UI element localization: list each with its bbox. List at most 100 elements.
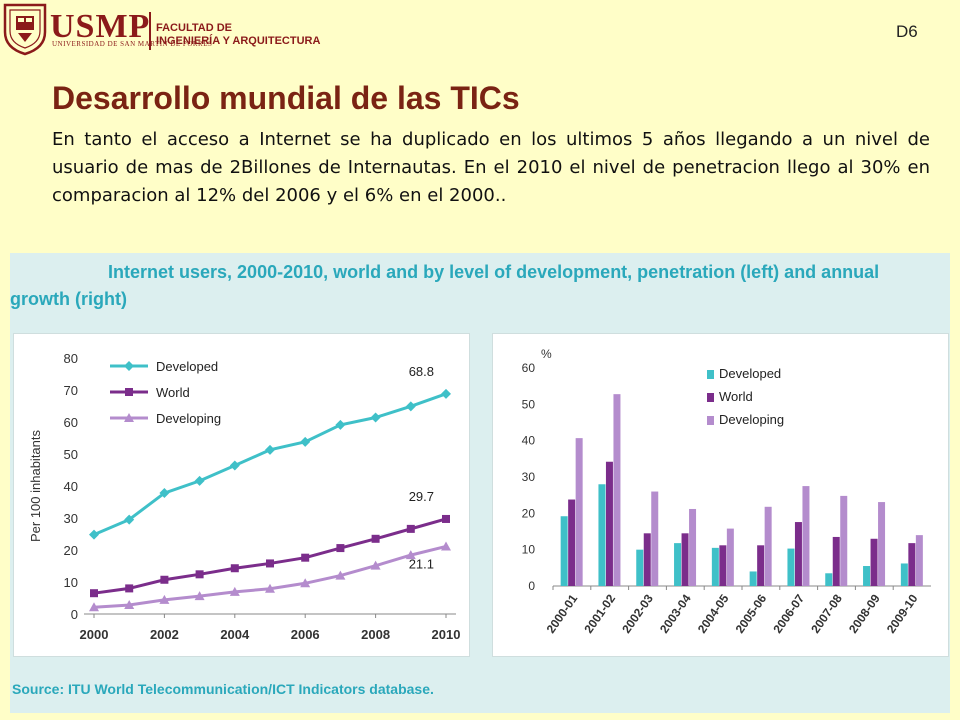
y-tick-label: 10 — [64, 575, 78, 590]
y-tick-label: 40 — [522, 434, 536, 448]
figure-title: Internet users, 2000-2010, world and by … — [10, 262, 880, 309]
data-point-developed — [370, 412, 381, 423]
x-tick-label: 2008 — [361, 627, 390, 642]
bar-world — [643, 533, 651, 586]
page-title: Desarrollo mundial de las TICs — [52, 80, 520, 116]
header: USMP UNIVERSIDAD DE SAN MARTÍN DE PORRES… — [0, 0, 960, 60]
bar-developing — [764, 506, 772, 586]
data-point-developed — [124, 514, 135, 525]
bar-world — [681, 533, 689, 586]
bar-developed — [598, 484, 606, 586]
legend-swatch-developing — [707, 416, 714, 425]
x-tick-label: 2006-07 — [770, 591, 807, 635]
bar-world — [568, 499, 576, 586]
end-label-developed: 68.8 — [409, 364, 434, 379]
y-tick-label: 50 — [522, 397, 536, 411]
bar-world — [757, 545, 765, 586]
series-line-developing — [93, 545, 447, 609]
x-tick-label: 2009-10 — [884, 591, 921, 635]
data-point-world — [406, 524, 415, 533]
data-point-developing — [335, 570, 346, 580]
data-point-developing — [300, 578, 311, 588]
slide-code: D6 — [896, 22, 918, 41]
y-unit-label: % — [541, 347, 552, 361]
faculty-line-1: FACULTAD DE — [156, 22, 232, 34]
y-tick-label: 20 — [522, 506, 536, 520]
data-point-developing — [194, 591, 205, 601]
y-tick-label: 30 — [64, 511, 78, 526]
x-tick-label: 2010 — [432, 627, 461, 642]
data-point-developing — [89, 602, 99, 612]
data-point-developed — [265, 444, 275, 455]
data-point-developing — [159, 594, 170, 604]
legend-swatch-world — [707, 393, 714, 402]
bar-developing — [651, 491, 659, 586]
bar-developing — [726, 528, 734, 586]
y-tick-label: 40 — [64, 479, 78, 494]
brand-logo: USMP — [50, 8, 151, 45]
data-point-developed — [159, 488, 170, 499]
brand-divider — [149, 12, 151, 50]
y-tick-label: 50 — [64, 447, 78, 462]
x-tick-label: 2002-03 — [619, 591, 656, 635]
bar-world — [794, 522, 802, 586]
legend-label-developing: Developing — [156, 411, 221, 426]
faculty-line-2: INGENIERÍA Y ARQUITECTURA — [156, 35, 321, 47]
data-point-world — [371, 534, 380, 543]
y-tick-label: 80 — [64, 351, 78, 366]
line-chart-box: 0 10 20 30 40 50 60 70 80 2000 2002 2004 2006 2008 201… — [13, 333, 470, 657]
y-tick-label: 30 — [522, 470, 536, 484]
series-line-world — [93, 517, 447, 595]
bar-developing — [575, 438, 583, 586]
x-tick-label: 2005-06 — [733, 591, 770, 635]
intro-paragraph: En tanto el acceso a Internet se ha dupl… — [52, 129, 930, 206]
data-point-developing — [441, 541, 451, 551]
data-point-developing — [229, 586, 240, 596]
data-point-developing — [265, 583, 275, 593]
data-point-world — [230, 564, 239, 573]
legend-marker-world — [125, 388, 133, 396]
bar-developed — [825, 573, 833, 586]
data-point-world — [160, 575, 169, 584]
bar-developing — [915, 535, 923, 586]
legend-marker-developing — [124, 413, 134, 422]
bar-developed — [900, 563, 908, 586]
x-tick-label: 2003-04 — [657, 591, 694, 635]
bar-developing — [878, 502, 886, 586]
bar-developed — [749, 571, 757, 586]
y-tick-label: 60 — [522, 361, 536, 375]
bar-developed — [863, 566, 871, 586]
y-tick-label: 0 — [528, 579, 535, 593]
x-tick-label: 2002 — [150, 627, 179, 642]
data-point-developing — [370, 560, 381, 570]
bar-developed — [560, 516, 568, 586]
brand-subtitle: UNIVERSIDAD DE SAN MARTÍN DE PORRES — [52, 40, 213, 48]
bar-chart-box: % 0 10 20 30 40 50 60 2000-01 2001-02 2002-03 2003-… — [492, 333, 949, 657]
bar-developing — [689, 508, 697, 586]
line-chart: 0 10 20 30 40 50 60 70 80 2000 2002 2004 2006 2008 201… — [28, 351, 461, 642]
bar-world — [719, 545, 727, 586]
data-point-developed — [405, 401, 416, 412]
bar-developed — [636, 549, 644, 586]
data-point-world — [125, 584, 134, 593]
data-point-developed — [335, 419, 346, 430]
bar-developing — [613, 394, 621, 586]
bar-chart: % 0 10 20 30 40 50 60 2000-01 2001-02 2002-03 2003-… — [522, 347, 931, 636]
figure-panel: Internet users, 2000-2010, world and by … — [10, 253, 950, 713]
bar-world — [605, 461, 613, 586]
data-point-world — [195, 570, 204, 579]
bar-developing — [802, 486, 810, 586]
x-tick-label: 2008-09 — [846, 591, 883, 635]
x-tick-label: 2001-02 — [581, 591, 618, 635]
bar-developed — [711, 547, 719, 586]
legend-label-developing: Developing — [719, 412, 784, 427]
series-line-developed — [93, 392, 447, 537]
x-tick-label: 2004 — [220, 627, 250, 642]
bar-world — [870, 538, 878, 586]
bar-developed — [787, 548, 795, 586]
data-point-developed — [194, 475, 205, 486]
x-tick-label: 2004-05 — [695, 591, 732, 635]
x-tick-label: 2000 — [80, 627, 109, 642]
bar-developing — [840, 495, 848, 586]
legend-marker-developed — [124, 361, 134, 371]
